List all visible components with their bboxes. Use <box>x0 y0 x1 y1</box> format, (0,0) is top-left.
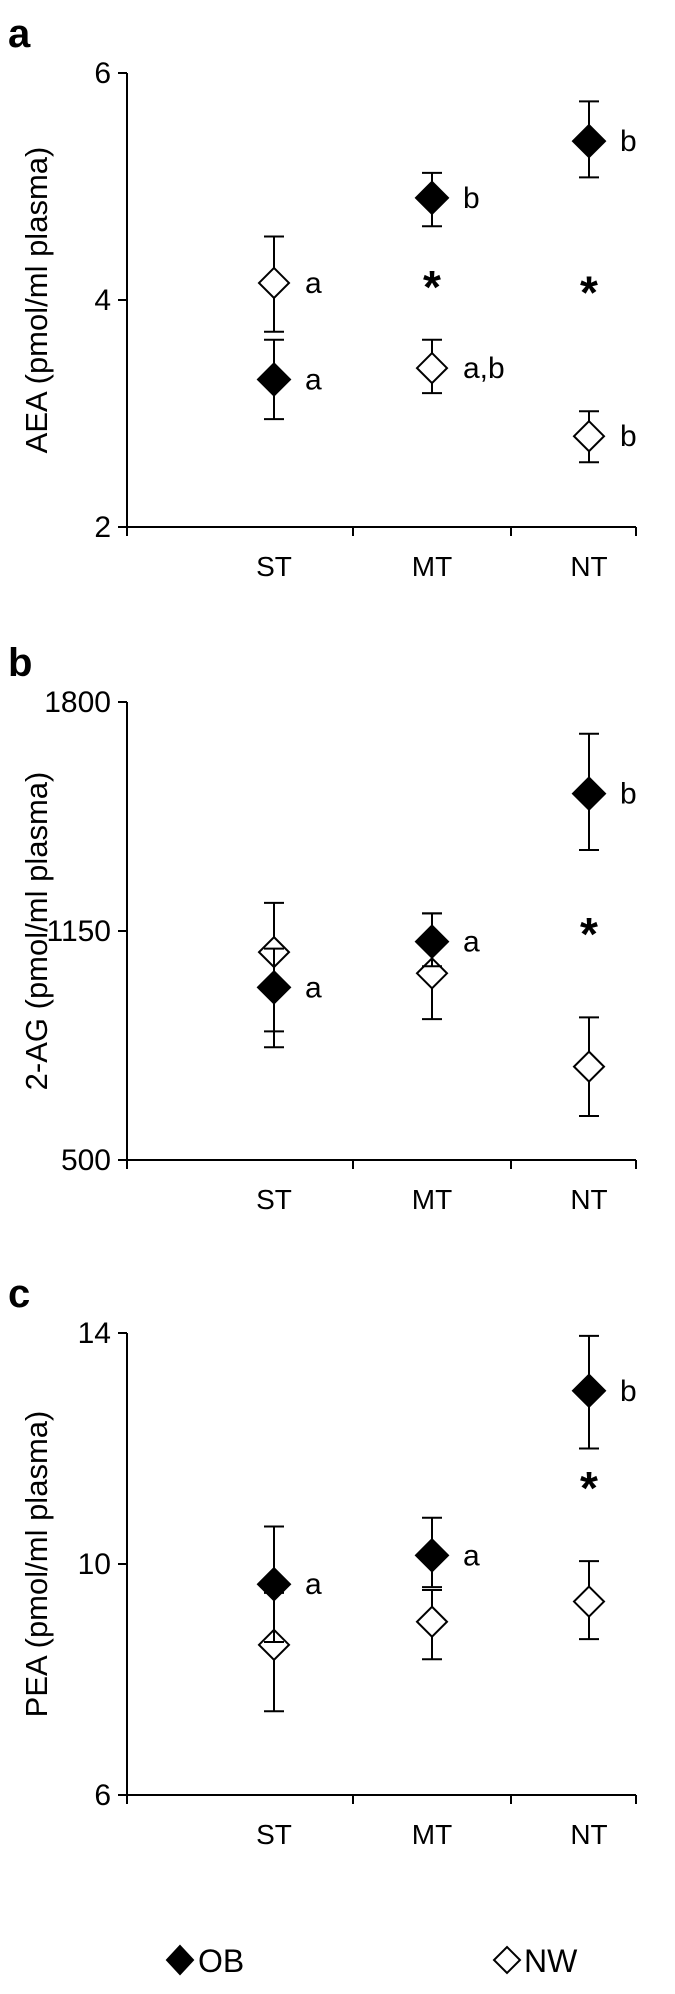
point-label-nw: a <box>305 267 322 300</box>
panel-a: a AEA (pmol/ml plasma) 2 4 6 ST MT NT a a,b b a b b * * <box>8 12 637 582</box>
panel-letter: b <box>8 641 32 685</box>
point-label-ob: a <box>463 1539 480 1572</box>
y-tick-label: 1150 <box>46 915 111 948</box>
y-axis-label: 2-AG (pmol/ml plasma) <box>19 772 54 1091</box>
x-tick-label: MT <box>412 551 452 582</box>
y-tick-label: 1800 <box>44 686 111 719</box>
point-ob <box>414 180 450 216</box>
point-label-ob: a <box>305 971 322 1004</box>
point-nw <box>572 419 606 453</box>
point-nw <box>415 1605 449 1639</box>
legend-marker-ob <box>165 1944 195 1976</box>
significance-marker: * <box>423 261 441 313</box>
point-ob <box>256 969 292 1005</box>
panel-b: b 2-AG (pmol/ml plasma) 500 1150 1800 ST MT NT a… <box>8 641 637 1215</box>
point-nw <box>572 1050 606 1084</box>
point-ob <box>571 123 607 159</box>
point-nw <box>572 1585 606 1618</box>
point-label-ob: b <box>463 182 480 215</box>
x-tick-label: ST <box>256 1184 292 1215</box>
x-tick-label: NT <box>570 1184 607 1215</box>
point-label-ob: b <box>620 778 637 811</box>
y-axis-label: PEA (pmol/ml plasma) <box>19 1411 54 1718</box>
point-nw <box>257 1628 291 1662</box>
panel-letter: a <box>8 12 31 56</box>
point-label-ob: a <box>463 926 480 959</box>
point-ob <box>414 1537 450 1573</box>
point-label-nw: b <box>620 420 637 453</box>
y-tick-label: 500 <box>61 1144 111 1177</box>
significance-marker: * <box>580 267 598 319</box>
point-label-nw: a,b <box>463 352 505 385</box>
significance-marker: * <box>580 1462 598 1514</box>
x-tick-label: MT <box>412 1819 452 1850</box>
point-ob <box>571 1373 607 1409</box>
panel-c: c PEA (pmol/ml plasma) 6 10 14 ST MT NT a a b * <box>8 1272 637 1850</box>
point-ob <box>571 776 607 812</box>
x-tick-label: ST <box>256 551 292 582</box>
legend-label-nw: NW <box>524 1943 578 1979</box>
y-tick-label: 6 <box>94 57 111 90</box>
x-tick-label: MT <box>412 1184 452 1215</box>
panel-letter: c <box>8 1272 30 1316</box>
y-tick-label: 10 <box>78 1548 111 1581</box>
x-tick-label: ST <box>256 1819 292 1850</box>
point-ob <box>256 1566 292 1602</box>
legend: OB NW <box>165 1943 578 1979</box>
x-tick-label: NT <box>570 551 607 582</box>
point-label-ob: b <box>620 1375 637 1408</box>
x-tick-label: NT <box>570 1819 607 1850</box>
point-nw <box>415 351 449 385</box>
y-tick-label: 4 <box>94 284 111 317</box>
legend-marker-nw <box>492 1945 522 1975</box>
legend-label-ob: OB <box>198 1943 244 1979</box>
point-ob <box>414 924 450 959</box>
y-tick-label: 14 <box>78 1317 111 1350</box>
y-tick-label: 6 <box>94 1779 111 1812</box>
y-axis-label: AEA (pmol/ml plasma) <box>19 147 54 454</box>
point-label-ob: a <box>305 363 322 396</box>
point-label-ob: a <box>305 1568 322 1601</box>
point-nw <box>257 266 291 300</box>
point-label-ob: b <box>620 125 637 158</box>
y-tick-label: 2 <box>94 511 111 544</box>
point-ob <box>256 362 292 397</box>
significance-marker: * <box>580 908 598 960</box>
